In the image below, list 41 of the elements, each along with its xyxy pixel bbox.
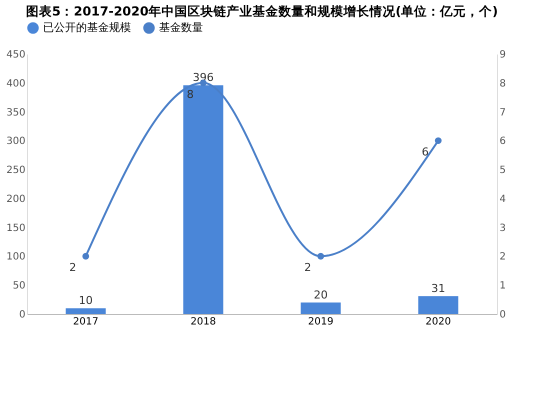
- x-tick-label: 2017: [73, 316, 98, 328]
- y-tick-label: 400: [6, 78, 26, 90]
- data-label: 10: [78, 294, 93, 308]
- y2-tick-label: 8: [500, 78, 506, 90]
- bar: [66, 308, 106, 314]
- y-tick-label: 100: [6, 252, 26, 263]
- y2-tick-label: 4: [500, 194, 506, 205]
- y2-tick-label: 3: [500, 222, 506, 234]
- y2-tick-label: 5: [500, 165, 506, 176]
- y2-tick-label: 1: [500, 280, 506, 292]
- legend-label: 已公开的基金规模: [43, 21, 131, 34]
- y-tick-label: 0: [19, 310, 26, 320]
- x-tick-label: 2019: [308, 316, 334, 328]
- y2-tick-label: 9: [500, 50, 506, 60]
- data-label: 2: [304, 261, 312, 274]
- y-tick-label: 450: [6, 50, 26, 60]
- point: [434, 137, 442, 144]
- bar: [418, 296, 458, 314]
- y-tick-label: 200: [6, 194, 26, 205]
- data-label: 31: [431, 282, 446, 296]
- y-tick-label: 150: [6, 222, 26, 234]
- data-label: 8: [186, 88, 194, 101]
- data-label: 20: [314, 288, 328, 302]
- data-label: 6: [422, 146, 429, 159]
- data-label: 2: [69, 261, 76, 274]
- x-tick-label: 2018: [190, 316, 216, 328]
- chart-title: 图表5：2017-2020年中国区块链产业基金数量和规模增长情况(单位：亿元，个): [26, 4, 498, 18]
- x-tick-label: 2020: [426, 316, 451, 328]
- y2-tick-label: 2: [500, 252, 506, 263]
- bar: [183, 85, 224, 314]
- y-tick-label: 50: [12, 280, 26, 292]
- y-tick-label: 250: [6, 165, 26, 176]
- y-tick-label: 300: [6, 136, 26, 148]
- legend-label: 基金数量: [159, 21, 203, 34]
- y-tick-label: 350: [6, 107, 26, 118]
- point: [82, 252, 90, 260]
- y2-tick-label: 0: [500, 310, 506, 320]
- y2-tick-label: 6: [500, 136, 506, 148]
- bar: [300, 302, 341, 314]
- point: [317, 252, 324, 260]
- y2-tick-label: 7: [500, 107, 506, 118]
